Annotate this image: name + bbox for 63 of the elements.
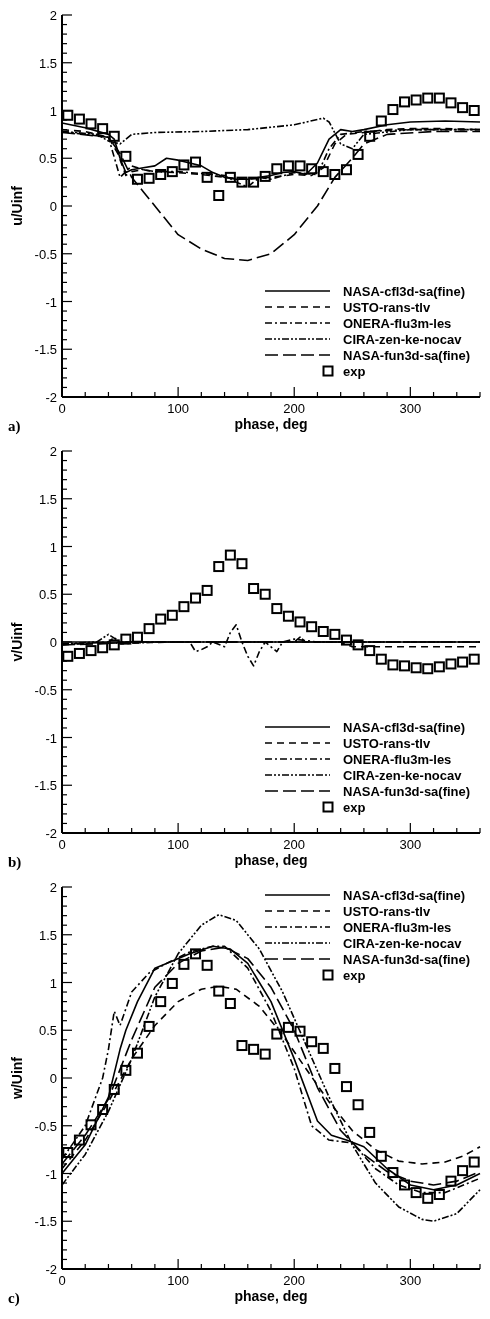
legend-label: NASA-cfl3d-sa(fine) — [343, 888, 466, 903]
legend-label: NASA-fun3d-sa(fine) — [343, 784, 471, 799]
y-tick-label: -1 — [45, 1166, 57, 1182]
y-tick-label: -1.5 — [34, 342, 57, 358]
y-tick-label: -1 — [45, 294, 57, 310]
x-tick-label: 300 — [399, 401, 422, 416]
legend-label: CIRA-zen-ke-nocav — [343, 332, 463, 347]
y-tick-label: 0.5 — [38, 151, 57, 167]
text: c) — [8, 1290, 20, 1307]
legend-label: exp — [343, 800, 366, 815]
y-tick-label: 2 — [49, 8, 57, 23]
y-tick-label: 2 — [49, 880, 57, 895]
legend-label: CIRA-zen-ke-nocav — [343, 936, 463, 951]
y-tick-label: 1.5 — [38, 491, 57, 507]
legend-label: ONERA-flu3m-les — [343, 752, 452, 767]
x-tick-label: 200 — [283, 837, 306, 852]
x-tick-label: 300 — [399, 1273, 422, 1288]
y-tick-label: -1 — [45, 730, 57, 746]
text: b) — [8, 854, 22, 871]
legend-label: USTO-rans-tlv — [343, 904, 431, 919]
y-tick-label: 0 — [49, 635, 57, 650]
legend-label: NASA-fun3d-sa(fine) — [343, 952, 471, 967]
y-tick-label: -2 — [45, 390, 57, 405]
legend-label: ONERA-flu3m-les — [343, 920, 452, 935]
y-tick-label: 0.5 — [38, 587, 57, 603]
y-tick-label: 2 — [49, 444, 57, 459]
x-axis-title: phase, deg — [234, 852, 308, 868]
legend-label: CIRA-zen-ke-nocav — [343, 768, 463, 783]
x-tick-label: 100 — [167, 837, 189, 852]
x-tick-label: 100 — [167, 1273, 189, 1288]
legend-label: NASA-cfl3d-sa(fine) — [343, 284, 466, 299]
legend-label: USTO-rans-tlv — [343, 736, 431, 751]
y-axis-title: w/Uinf — [9, 1056, 25, 1100]
y-axis-title: v/Uinf — [9, 622, 25, 662]
y-tick-label: -2 — [45, 1262, 57, 1277]
y-tick-label: 1 — [49, 103, 57, 119]
y-tick-label: 0.5 — [38, 1023, 57, 1039]
x-tick-label: 200 — [283, 1273, 306, 1288]
x-axis-title: phase, deg — [234, 1288, 308, 1304]
x-tick-label: 300 — [399, 837, 422, 852]
y-tick-label: 1 — [49, 539, 57, 555]
legend-label: exp — [343, 968, 366, 983]
legend-label: exp — [343, 364, 366, 379]
x-tick-label: 200 — [283, 401, 306, 416]
legend-label: ONERA-flu3m-les — [343, 316, 452, 331]
y-tick-label: 0 — [49, 199, 57, 214]
y-tick-label: -0.5 — [34, 246, 57, 262]
text: a) — [8, 418, 21, 435]
y-tick-label: -0.5 — [34, 682, 57, 698]
legend-label: USTO-rans-tlv — [343, 300, 431, 315]
y-axis-title: u/Uinf — [9, 185, 25, 226]
y-tick-label: 1.5 — [38, 927, 57, 943]
y-tick-label: -1.5 — [34, 778, 57, 794]
y-tick-label: 1 — [49, 975, 57, 991]
y-tick-label: 1.5 — [38, 55, 57, 71]
y-tick-label: -1.5 — [34, 1214, 57, 1230]
y-tick-label: -0.5 — [34, 1118, 57, 1134]
y-tick-label: 0 — [49, 1071, 57, 1086]
legend-label: NASA-fun3d-sa(fine) — [343, 348, 471, 363]
x-tick-label: 100 — [167, 401, 189, 416]
y-tick-label: -2 — [45, 826, 57, 841]
x-axis-title: phase, deg — [234, 416, 308, 432]
legend-label: NASA-cfl3d-sa(fine) — [343, 720, 466, 735]
